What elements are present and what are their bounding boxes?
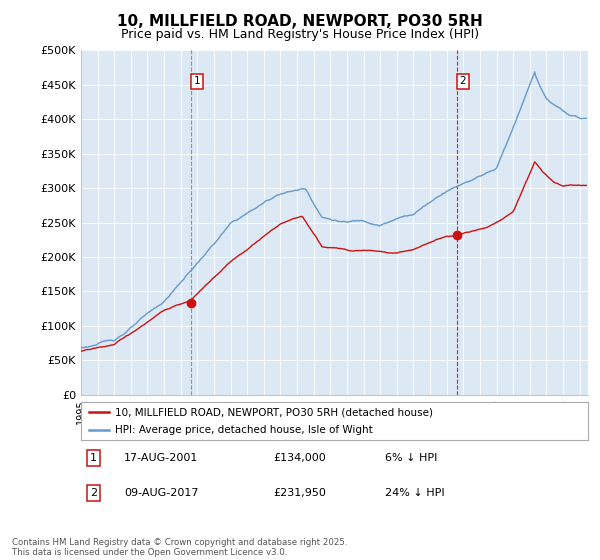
Text: £231,950: £231,950 [274, 488, 326, 498]
Text: Contains HM Land Registry data © Crown copyright and database right 2025.
This d: Contains HM Land Registry data © Crown c… [12, 538, 347, 557]
Text: Price paid vs. HM Land Registry's House Price Index (HPI): Price paid vs. HM Land Registry's House … [121, 28, 479, 41]
Text: 09-AUG-2017: 09-AUG-2017 [124, 488, 199, 498]
Text: £134,000: £134,000 [274, 453, 326, 463]
Text: 10, MILLFIELD ROAD, NEWPORT, PO30 5RH (detached house): 10, MILLFIELD ROAD, NEWPORT, PO30 5RH (d… [115, 407, 433, 417]
Text: 24% ↓ HPI: 24% ↓ HPI [385, 488, 445, 498]
Text: 6% ↓ HPI: 6% ↓ HPI [385, 453, 437, 463]
Text: 1: 1 [194, 76, 200, 86]
Text: 10, MILLFIELD ROAD, NEWPORT, PO30 5RH: 10, MILLFIELD ROAD, NEWPORT, PO30 5RH [117, 14, 483, 29]
Text: 2: 2 [90, 488, 97, 498]
Text: 1: 1 [90, 453, 97, 463]
Text: HPI: Average price, detached house, Isle of Wight: HPI: Average price, detached house, Isle… [115, 425, 373, 435]
Text: 2: 2 [460, 76, 466, 86]
Text: 17-AUG-2001: 17-AUG-2001 [124, 453, 199, 463]
